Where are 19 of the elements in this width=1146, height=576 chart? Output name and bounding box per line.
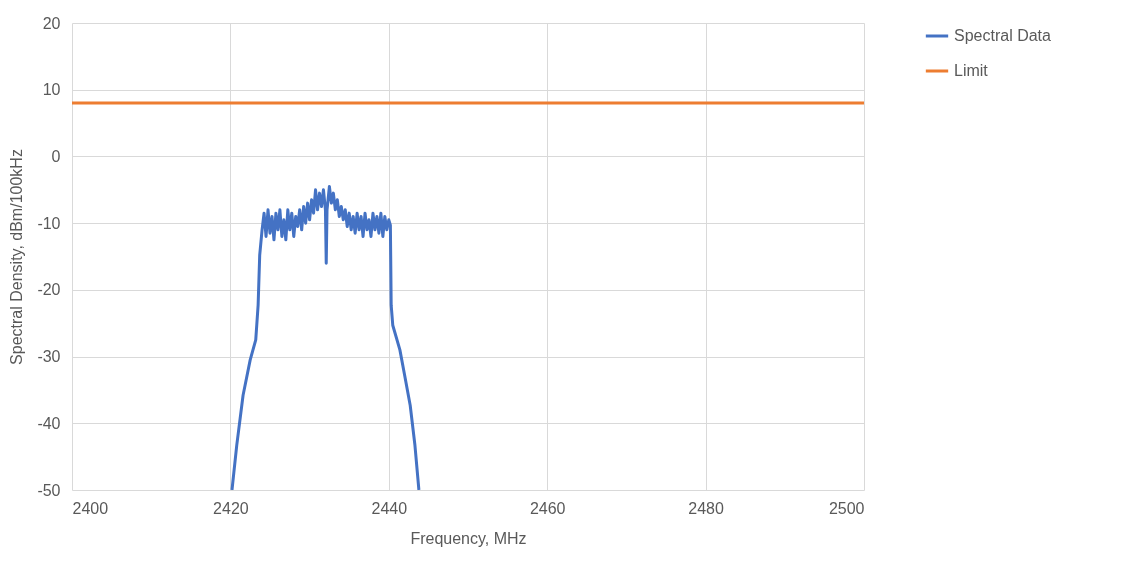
x-tick-label: 2460: [529, 499, 566, 517]
x-tick-label: 2400: [72, 499, 109, 517]
legend-label: Limit: [954, 62, 989, 79]
y-tick-label: -10: [37, 214, 61, 232]
x-axis-title: Frequency, MHz: [410, 529, 527, 547]
y-tick-label: -50: [37, 481, 61, 499]
y-tick-label: 10: [42, 81, 61, 99]
x-tick-label: 2500: [828, 499, 865, 517]
x-tick-label: 2480: [688, 499, 724, 517]
y-tick-label: -40: [37, 414, 61, 432]
x-tick-label: 2420: [213, 499, 249, 517]
y-axis-title: Spectral Density, dBm/100kHz: [8, 149, 26, 365]
y-tick-label: -30: [37, 348, 61, 366]
y-tick-label: 20: [42, 14, 61, 32]
y-tick-label: 0: [51, 147, 61, 165]
legend-label: Spectral Data: [954, 27, 1052, 44]
line-series: [230, 184, 421, 490]
x-tick-label: 2440: [371, 499, 408, 517]
y-tick-label: -20: [37, 281, 61, 299]
